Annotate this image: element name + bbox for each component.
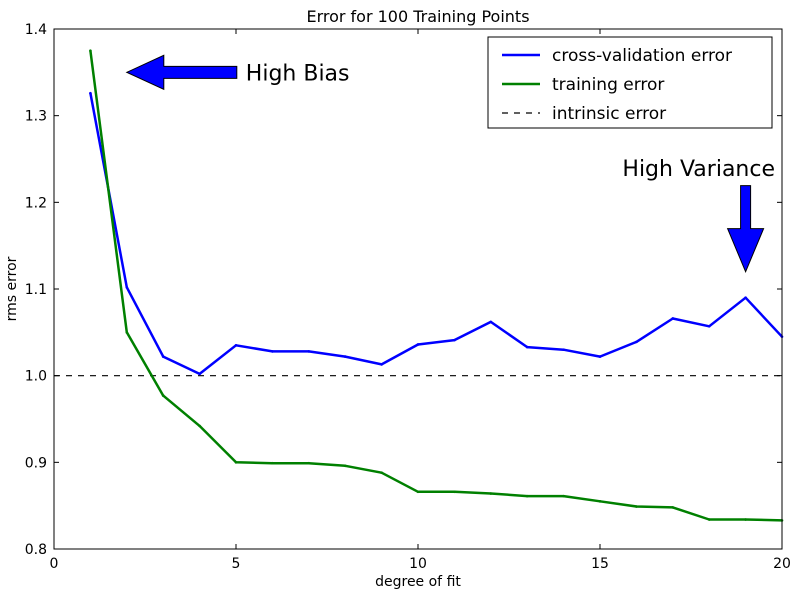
data-point: [234, 461, 238, 464]
legend: cross-validation error training error intr…: [487, 36, 773, 129]
high-bias-label: High Bias: [246, 61, 350, 86]
y-tick-label: 0.9: [25, 455, 47, 471]
y-tick-label: 1.4: [25, 22, 47, 38]
data-point: [125, 285, 129, 289]
high-variance-label: High Variance: [622, 157, 775, 182]
data-point: [343, 464, 347, 468]
x-tick-label: 5: [232, 556, 241, 572]
series-line-cross-validation-error: [89, 92, 783, 376]
data-point: [744, 518, 747, 521]
x-tick-label: 10: [409, 556, 427, 572]
data-point: [671, 317, 675, 320]
data-point: [416, 490, 420, 494]
data-point: [635, 505, 638, 508]
legend-label: cross-validation error: [552, 46, 732, 66]
data-point: [343, 355, 347, 358]
data-point: [161, 355, 165, 358]
high-variance-arrow: [726, 185, 765, 273]
y-tick-label: 1.3: [25, 109, 47, 125]
data-point: [271, 350, 274, 353]
data-point: [598, 500, 602, 503]
data-point: [125, 331, 129, 334]
data-point: [307, 350, 311, 353]
data-point: [598, 355, 602, 358]
legend-label: intrinsic error: [552, 104, 666, 124]
legend-entries: cross-validation error training error intr…: [502, 46, 732, 124]
data-point: [234, 344, 238, 347]
y-tick-label: 0.8: [25, 542, 47, 558]
data-point: [635, 340, 638, 344]
data-point: [380, 363, 383, 366]
data-point: [707, 324, 711, 328]
y-tick-label: 1.2: [25, 195, 47, 211]
data-point: [380, 471, 383, 475]
data-point: [453, 490, 456, 494]
data-point: [562, 348, 565, 351]
data-point: [271, 461, 274, 465]
legend-label: training error: [552, 75, 664, 95]
data-point: [671, 506, 675, 509]
data-point: [89, 91, 92, 95]
data-point: [161, 394, 165, 397]
x-tick-label: 0: [50, 556, 59, 572]
data-point: [525, 494, 529, 498]
high-bias-arrow: [125, 54, 238, 91]
y-axis-label: rms error: [4, 256, 20, 321]
tick-layer: 0 5 10 15 20 0.8 0.9 1.0 1.1 1.2 1.3 1.4: [25, 22, 791, 572]
y-tick-label: 1.0: [25, 369, 47, 385]
data-point: [89, 49, 92, 52]
data-point: [198, 424, 201, 428]
y-tick-label: 1.1: [25, 282, 47, 298]
series-line-training-error: [89, 50, 783, 522]
data-point: [707, 518, 711, 521]
x-axis-label: degree of fit: [375, 574, 461, 590]
data-point: [198, 372, 201, 376]
data-point: [489, 492, 493, 495]
data-point: [416, 343, 420, 346]
data-point: [307, 461, 311, 465]
data-point: [489, 320, 493, 324]
chart-title: Error for 100 Training Points: [306, 7, 529, 26]
data-point: [562, 494, 565, 498]
data-point: [525, 345, 529, 349]
legend-box: [487, 36, 773, 129]
series-layer: [54, 49, 784, 522]
x-tick-label: 15: [591, 556, 609, 572]
plot-area: High Bias High Variance 0 5 10 15 20 0.8 0.9 1.0…: [25, 22, 791, 572]
x-tick-label: 20: [773, 556, 791, 572]
data-point: [453, 338, 456, 342]
data-point: [744, 296, 747, 299]
annotation-layer: High Bias High Variance: [125, 54, 775, 273]
